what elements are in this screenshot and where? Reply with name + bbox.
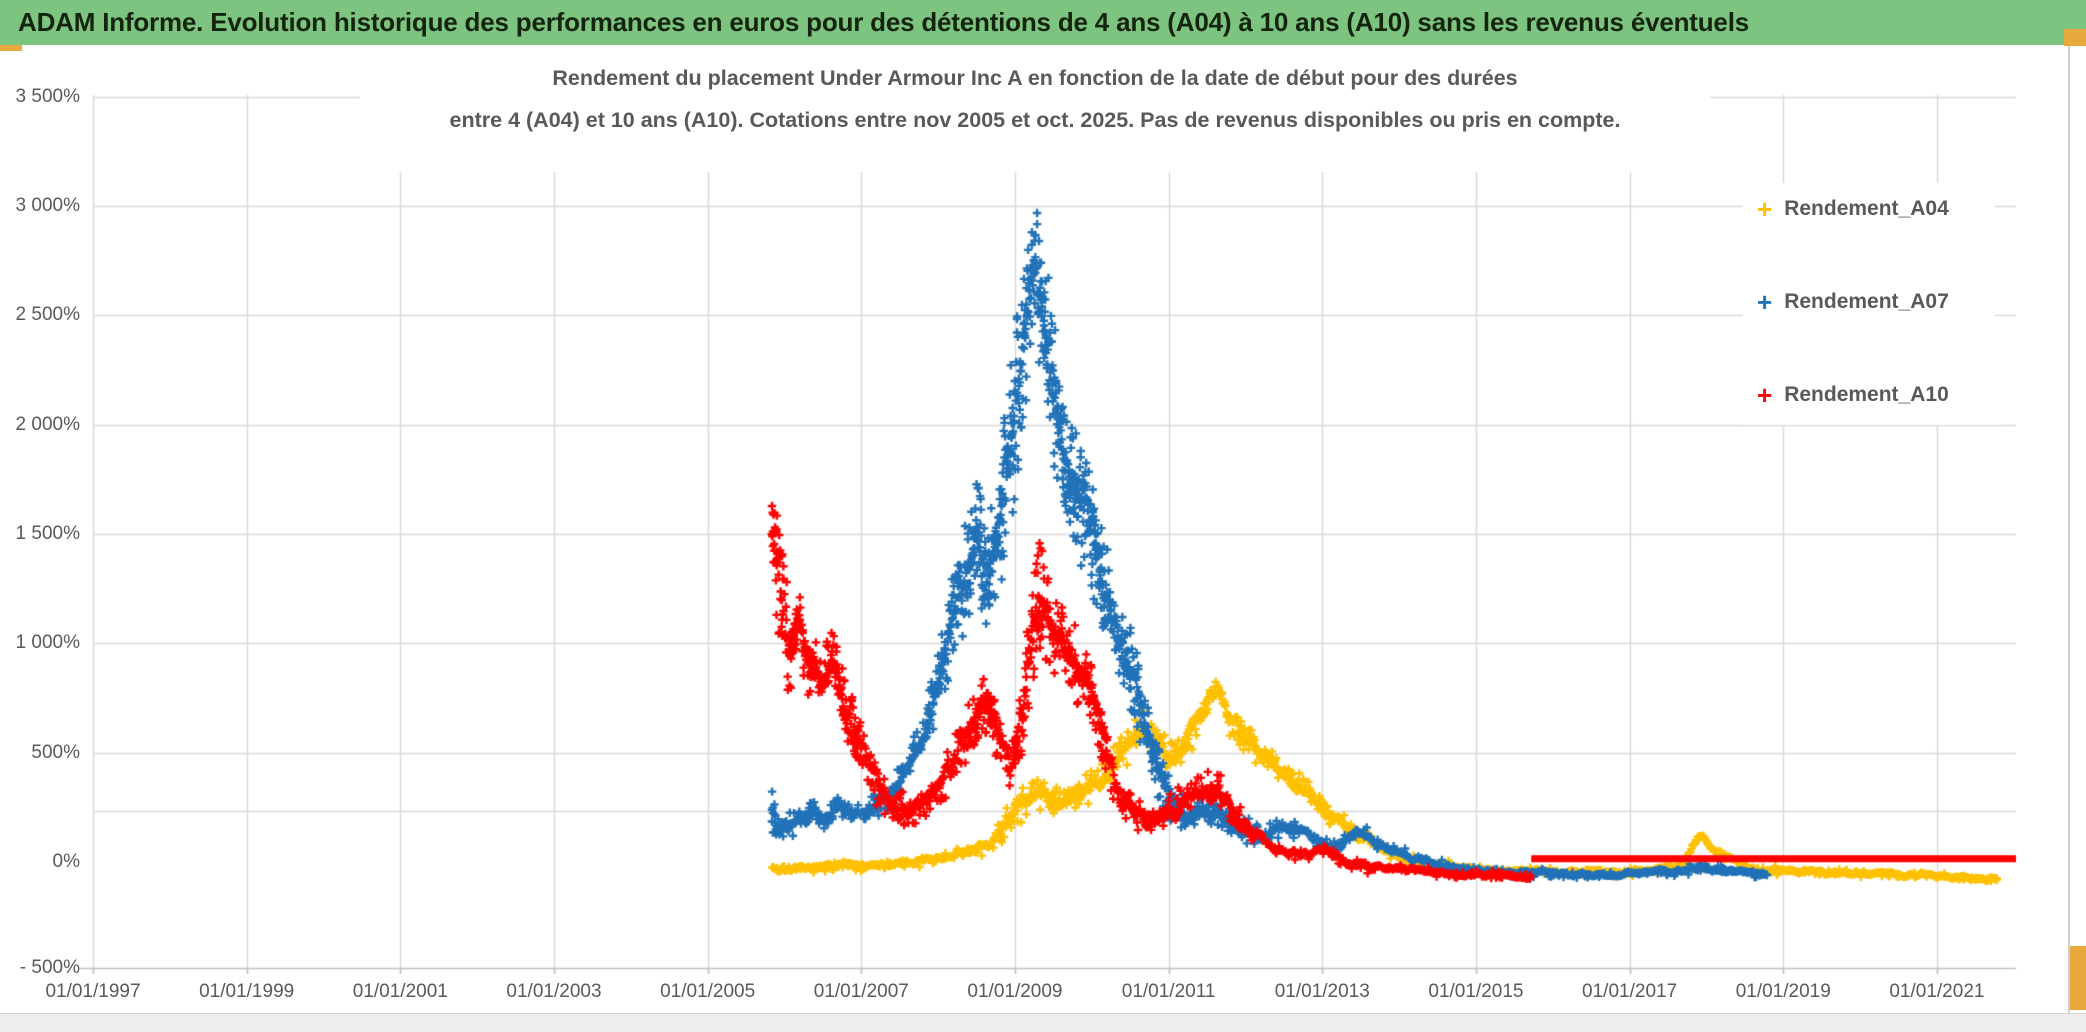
x-axis-label: 01/01/1999 [199, 981, 295, 1002]
x-axis-label: 01/01/2003 [506, 981, 602, 1002]
plus-marker-icon: + [1757, 194, 1773, 224]
chart-title-line1: Rendement du placement Under Armour Inc … [552, 66, 1518, 90]
y-axis-label: 500% [31, 741, 80, 763]
x-axis-label: 01/01/2011 [1121, 981, 1216, 1002]
x-axis-label: 01/01/2019 [1735, 981, 1831, 1002]
x-axis-label: 01/01/2009 [967, 981, 1063, 1002]
x-axis-label: 01/01/2017 [1582, 981, 1678, 1002]
y-axis-label: 1 000% [15, 632, 80, 654]
app-banner: ADAM Informe. Evolution historique des p… [0, 0, 2086, 45]
x-axis-label: 01/01/2021 [1889, 981, 1985, 1002]
legend-item-rendement_a07[interactable]: + Rendement_A07 [1757, 287, 1995, 317]
selection-handle-bottom-right[interactable] [2070, 946, 2086, 1010]
x-axis-label: 01/01/1997 [45, 981, 141, 1002]
x-axis-label: 01/01/2013 [1274, 981, 1370, 1002]
chart-outer-border [2068, 45, 2070, 1013]
chart-title: Rendement du placement Under Armour Inc … [360, 58, 1710, 172]
y-axis-label: 3 500% [15, 85, 80, 107]
x-axis-label: 01/01/2007 [813, 981, 909, 1002]
selection-handle-top-left[interactable] [0, 45, 22, 51]
plus-marker-icon: + [1757, 287, 1773, 317]
legend-label: Rendement_A04 [1784, 197, 1949, 220]
chart-legend[interactable]: + Rendement_A04 + Rendement_A07 + Rendement_A… [1743, 186, 1995, 424]
y-axis-label: 0% [52, 851, 80, 872]
status-strip [0, 1013, 2086, 1032]
y-axis-label: 3 000% [15, 195, 80, 217]
banner-title: ADAM Informe. Evolution historique des p… [18, 7, 1749, 37]
selection-handle-top-right[interactable] [2064, 29, 2086, 46]
legend-item-rendement_a10[interactable]: + Rendement_A10 [1757, 380, 1995, 410]
plus-marker-icon: + [1757, 380, 1773, 410]
x-axis-label: 01/01/2001 [352, 981, 448, 1002]
x-axis-label: 01/01/2005 [660, 981, 756, 1002]
y-axis-label: 2 000% [15, 413, 80, 435]
chart-title-line2: entre 4 (A04) et 10 ans (A10). Cotations… [449, 107, 1621, 132]
y-axis-label: - 500% [19, 957, 80, 978]
legend-label: Rendement_A07 [1784, 290, 1949, 313]
legend-label: Rendement_A10 [1784, 383, 1949, 406]
x-axis-label: 01/01/2015 [1428, 981, 1524, 1002]
legend-item-rendement_a04[interactable]: + Rendement_A04 [1757, 194, 1995, 224]
y-axis-label: 1 500% [15, 523, 80, 544]
y-axis-label: 2 500% [15, 304, 80, 326]
